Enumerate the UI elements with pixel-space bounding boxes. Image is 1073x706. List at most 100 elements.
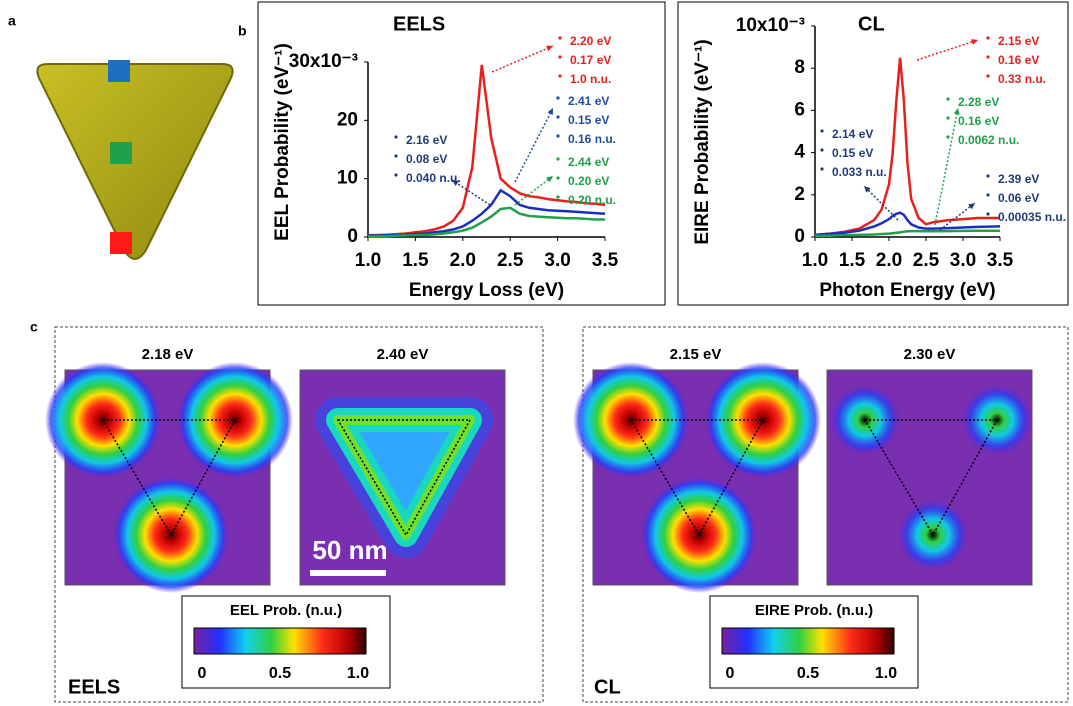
- chart-title: EELS: [393, 13, 445, 35]
- chart-title: CL: [858, 13, 885, 35]
- bullet: [946, 135, 950, 139]
- annotation: 0.15 eV: [568, 113, 609, 127]
- annotation-arrow: [934, 107, 959, 226]
- bullet: [394, 173, 398, 177]
- y-tick-label: 2: [794, 184, 805, 205]
- colorbar-tick-label: 0.5: [269, 665, 291, 682]
- map-title: 2.40 eV: [377, 346, 429, 363]
- y-axis-title: EEL Probability (eV⁻¹): [272, 43, 293, 241]
- x-tick-label: 1.0: [802, 250, 828, 271]
- bullet: [986, 55, 990, 59]
- panel-frame: [257, 1, 666, 306]
- bullet: [556, 115, 560, 119]
- prism-outline: [336, 419, 472, 537]
- y-tick-label: 8: [794, 57, 805, 78]
- bullet: [556, 134, 560, 138]
- arrow-head: [864, 186, 871, 193]
- colorbar-tick-label: 1.0: [347, 665, 369, 682]
- y-tick-label: 6: [794, 99, 805, 120]
- bullet: [558, 55, 562, 59]
- y-tick-label: 4: [794, 142, 805, 163]
- annotation: 0.16 n.u.: [568, 132, 616, 146]
- map-title: 2.18 eV: [142, 346, 194, 363]
- series-line: [814, 57, 1000, 237]
- map-title: 2.15 eV: [670, 346, 722, 363]
- bullet: [986, 174, 990, 178]
- section-label: EELS: [68, 676, 120, 698]
- arrow-head: [546, 45, 553, 52]
- annotation: 0.17 eV: [570, 53, 611, 67]
- field-lobe: [641, 477, 757, 593]
- map-title: 2.30 eV: [904, 346, 956, 363]
- x-tick-label: 1.0: [355, 250, 381, 271]
- y-tick-label: 20: [337, 109, 358, 130]
- y-tick-label: 0: [794, 226, 805, 247]
- bullet: [394, 135, 398, 139]
- panel-label: a: [8, 13, 16, 29]
- x-tick-label: 1.5: [402, 250, 429, 271]
- annotation: 2.16 eV: [406, 133, 447, 147]
- panel-frame: [582, 326, 1069, 703]
- annotation: 2.44 eV: [568, 155, 609, 169]
- bullet: [556, 157, 560, 161]
- scale-bar-label: 50 nm: [312, 535, 387, 565]
- y-tick-label: 0: [347, 226, 358, 247]
- x-tick-label: 3.0: [950, 250, 976, 271]
- annotation: 0.033 n.u.: [832, 165, 887, 179]
- field-lobe: [897, 499, 969, 571]
- colorbar-title: EIRE Prob. (n.u.): [755, 602, 873, 619]
- bullet: [558, 74, 562, 78]
- x-tick-label: 1.5: [839, 250, 866, 271]
- bullet: [558, 36, 562, 40]
- series-line: [368, 206, 605, 238]
- annotation-arrow: [514, 175, 554, 206]
- annotation: 0.15 eV: [832, 146, 873, 160]
- bullet: [986, 193, 990, 197]
- y-tick-label: 10: [337, 168, 358, 189]
- panel-frame: [677, 1, 1069, 306]
- y-axis-title: EIRE Probability (eV⁻¹): [692, 39, 713, 244]
- panel-label: c: [30, 319, 38, 335]
- annotation: 2.28 eV: [958, 95, 999, 109]
- annotation: 2.15 eV: [998, 34, 1039, 48]
- annotation: 1.0 n.u.: [570, 72, 611, 86]
- annotation-arrow: [514, 107, 554, 183]
- bullet: [820, 129, 824, 133]
- annotation-arrow: [863, 185, 899, 221]
- bullet: [556, 96, 560, 100]
- annotation: 2.39 eV: [998, 172, 1039, 186]
- colorbar-title: EEL Prob. (n.u.): [230, 602, 342, 619]
- x-tick-label: 2.5: [497, 250, 524, 271]
- annotation-arrow: [451, 179, 491, 206]
- bullet: [820, 148, 824, 152]
- colorbar-tick-label: 0: [198, 665, 207, 682]
- arrow-head: [546, 176, 553, 183]
- annotation: 0.040 n.u.: [406, 171, 461, 185]
- colorbar-tick-label: 0: [726, 665, 735, 682]
- marker-blue: [108, 60, 130, 82]
- colorbar-tick-label: 0.5: [797, 665, 819, 682]
- annotation: 0.08 eV: [406, 152, 447, 166]
- annotation-arrow: [491, 45, 554, 73]
- x-tick-label: 2.0: [450, 250, 476, 271]
- annotation-arrow: [916, 39, 979, 61]
- marker-red: [110, 232, 132, 254]
- annotation: 2.14 eV: [832, 127, 873, 141]
- marker-green: [110, 142, 132, 164]
- series-line: [814, 229, 1000, 238]
- arrow-head: [968, 203, 975, 210]
- bullet: [986, 212, 990, 216]
- x-axis-title: Energy Loss (eV): [409, 280, 564, 301]
- prism-outline: [101, 419, 237, 537]
- prism-outline: [863, 419, 999, 537]
- nanoprism: [36, 63, 234, 260]
- panel-frame: [54, 326, 544, 703]
- y-tick-label: 30x10⁻³: [289, 51, 358, 72]
- series-line: [367, 64, 606, 237]
- section-label: CL: [594, 676, 621, 698]
- annotation: 0.16 eV: [998, 53, 1039, 67]
- arrow-head: [953, 108, 960, 115]
- bullet: [394, 154, 398, 158]
- arrow-head: [452, 180, 459, 187]
